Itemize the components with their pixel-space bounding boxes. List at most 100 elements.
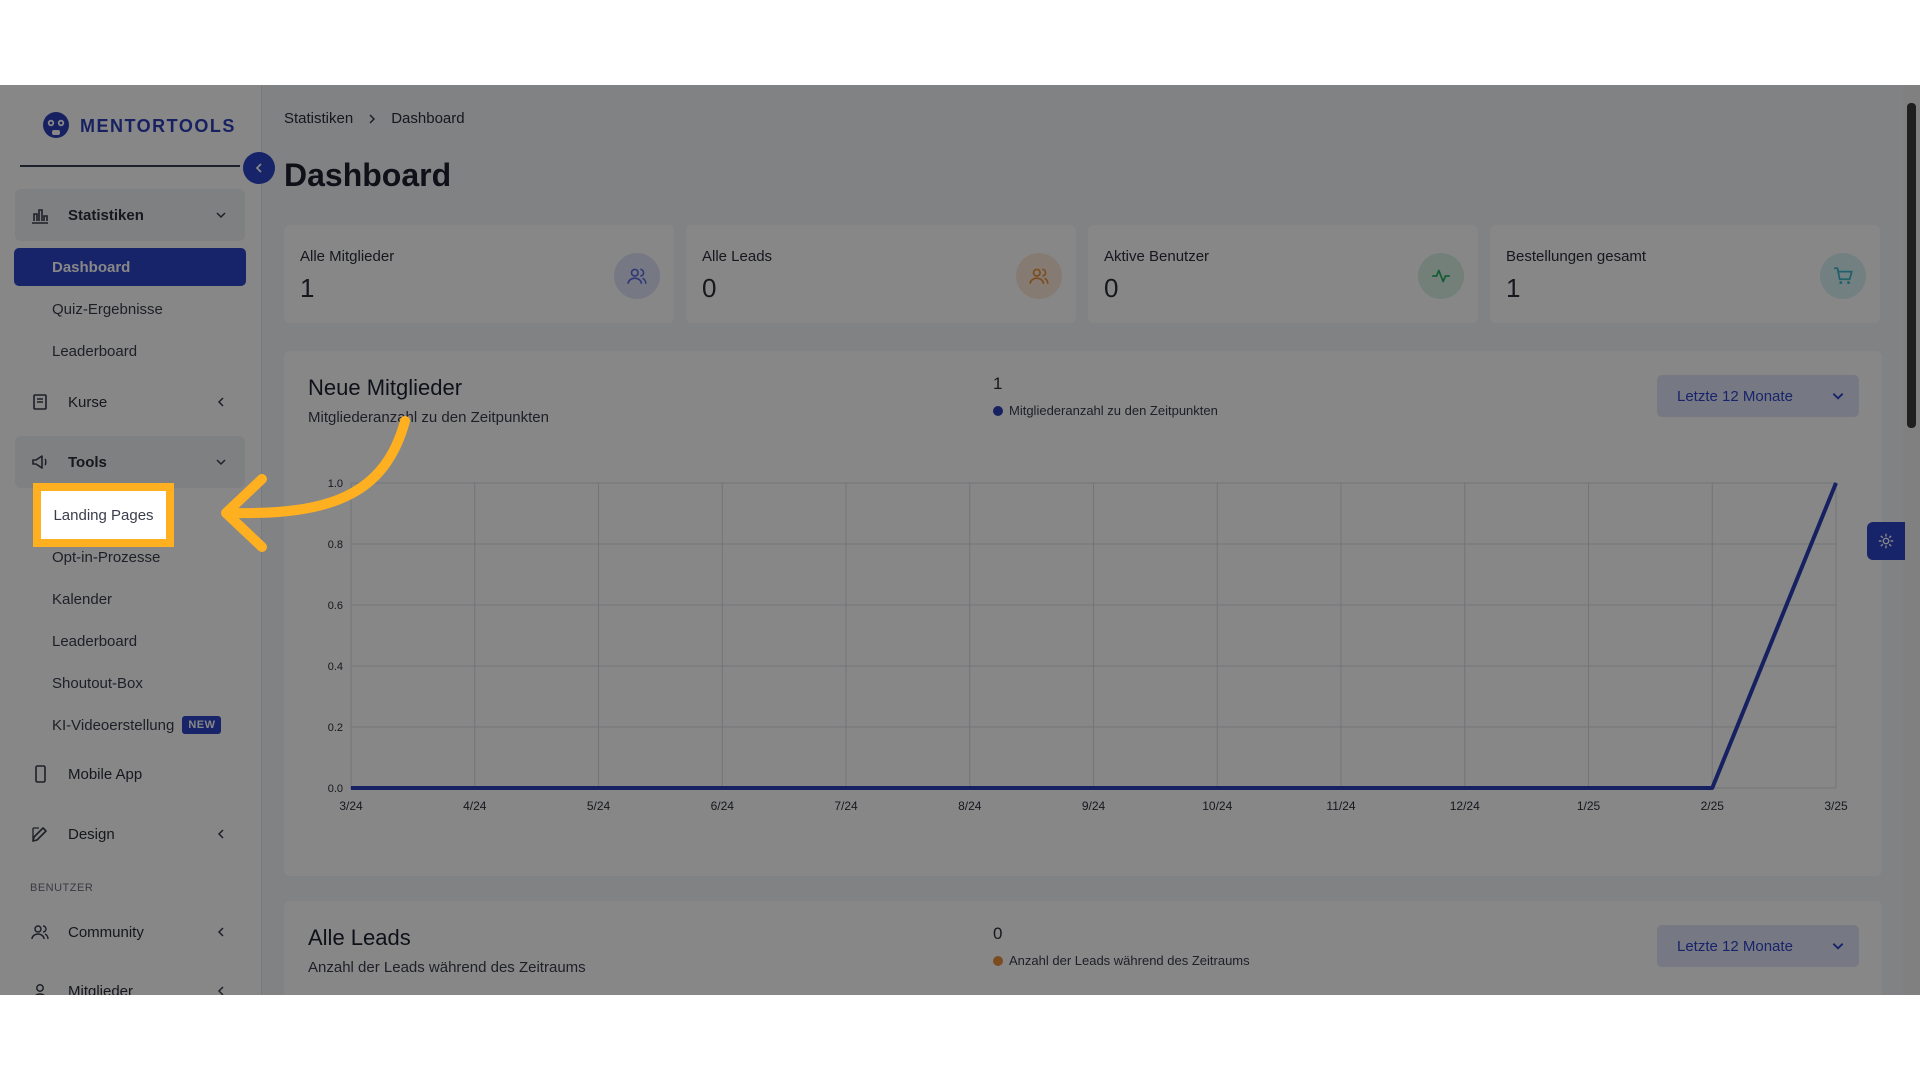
dropdown-value: Letzte 12 Monate xyxy=(1677,937,1793,955)
legend-dot xyxy=(993,405,1003,416)
data-point xyxy=(1464,787,1466,789)
sidebar-item-leaderboard[interactable]: Leaderboard xyxy=(52,342,138,360)
stat-value: 1 xyxy=(1506,273,1521,303)
y-tick-label: 0.6 xyxy=(328,600,343,612)
chevron-down-icon xyxy=(1832,393,1844,400)
sidebar-item-leaderboard-tools[interactable]: Leaderboard xyxy=(52,632,138,650)
smartphone-icon xyxy=(35,765,46,783)
legend-label: Mitgliederanzahl zu den Zeitpunkten xyxy=(1009,403,1218,418)
megaphone-icon xyxy=(32,455,47,469)
stat-value: 0 xyxy=(702,273,717,303)
breadcrumb-statistiken[interactable]: Statistiken xyxy=(284,110,354,127)
mentortools-logo-icon xyxy=(43,112,69,138)
period-dropdown[interactable]: Letzte 12 Monate xyxy=(1657,925,1859,967)
data-point xyxy=(1093,787,1094,789)
new-badge: NEW xyxy=(182,716,222,734)
x-tick-label: 6/24 xyxy=(711,799,735,813)
highlight-landing-pages[interactable]: Landing Pages xyxy=(33,483,174,547)
data-point xyxy=(1216,787,1218,789)
breadcrumb: Statistiken Dashboard xyxy=(284,110,465,127)
x-tick-label: 2/25 xyxy=(1701,799,1725,813)
chevron-down-icon xyxy=(216,459,226,466)
x-tick-label: 1/25 xyxy=(1577,799,1601,813)
period-dropdown[interactable]: Letzte 12 Monate xyxy=(1657,375,1859,417)
data-point xyxy=(969,787,971,789)
legend-label: Anzahl der Leads während des Zeitraums xyxy=(1009,953,1250,968)
data-point xyxy=(721,787,723,789)
nav-group-label: Statistiken xyxy=(68,206,144,224)
chevron-down-icon xyxy=(216,212,226,219)
data-point xyxy=(1835,482,1837,484)
stat-value: 0 xyxy=(1104,273,1119,303)
cart-icon xyxy=(1820,253,1866,299)
y-tick-label: 0.8 xyxy=(328,539,343,551)
nav-group-design[interactable]: Design xyxy=(15,808,245,860)
app-frame: MENTORTOOLS Statistiken Dashboard Quiz-E… xyxy=(0,85,1920,995)
sidebar-item-shoutout-box[interactable]: Shoutout-Box xyxy=(52,674,143,692)
activity-icon xyxy=(1418,253,1464,299)
x-tick-label: 8/24 xyxy=(958,799,982,813)
panel-subtitle: Mitgliederanzahl zu den Zeitpunkten xyxy=(308,409,549,426)
legend-dot xyxy=(993,955,1003,966)
chevron-left-icon xyxy=(217,829,224,839)
panel-subtitle: Anzahl der Leads während des Zeitraums xyxy=(308,959,586,976)
data-point xyxy=(1588,787,1589,789)
x-tick-label: 4/24 xyxy=(463,799,487,813)
settings-button[interactable] xyxy=(1867,522,1905,560)
stat-title: Alle Leads xyxy=(702,248,773,265)
x-tick-label: 10/24 xyxy=(1202,799,1232,813)
bar-chart-icon xyxy=(32,209,48,224)
gear-icon xyxy=(1878,533,1894,549)
scrollbar-thumb[interactable] xyxy=(1907,103,1916,428)
chart-legend: Anzahl der Leads während des Zeitraums xyxy=(993,953,1250,968)
sidebar: MENTORTOOLS Statistiken Dashboard Quiz-E… xyxy=(0,85,262,995)
data-point xyxy=(1711,787,1713,789)
sidebar-collapse-button[interactable] xyxy=(243,152,275,184)
panel-title: Neue Mitglieder xyxy=(308,375,463,400)
stat-title: Alle Mitglieder xyxy=(300,248,395,265)
main-content: Statistiken Dashboard Dashboard Alle Mit… xyxy=(263,85,1903,995)
sidebar-item-quiz-ergebnisse[interactable]: Quiz-Ergebnisse xyxy=(52,300,163,318)
section-label-benutzer: BENUTZER xyxy=(30,882,94,894)
nav-group-mobile-app[interactable]: Mobile App xyxy=(15,748,245,800)
edit-icon xyxy=(32,827,47,842)
nav-group-tools[interactable]: Tools xyxy=(15,436,245,488)
logo[interactable]: MENTORTOOLS xyxy=(40,110,236,142)
data-point xyxy=(845,787,847,789)
panel-total: 0 xyxy=(993,924,1003,943)
users-icon xyxy=(31,925,49,940)
sidebar-item-label: KI-Videoerstellung xyxy=(52,716,175,734)
nav-group-kurse[interactable]: Kurse xyxy=(15,376,245,428)
chevron-left-icon xyxy=(217,397,224,407)
x-tick-label: 12/24 xyxy=(1450,799,1480,813)
nav-group-label: Design xyxy=(68,825,115,843)
sidebar-item-opt-in-prozesse[interactable]: Opt-in-Prozesse xyxy=(52,548,161,566)
sidebar-item-dashboard[interactable]: Dashboard xyxy=(14,248,246,286)
users-icon xyxy=(614,253,660,299)
sidebar-item-ki-videoerstellung[interactable]: KI-Videoerstellung NEW xyxy=(14,706,246,744)
breadcrumb-dashboard: Dashboard xyxy=(391,110,465,127)
sidebar-item-kalender[interactable]: Kalender xyxy=(52,590,113,608)
data-point xyxy=(474,787,476,789)
tutorial-arrow-icon xyxy=(221,416,410,552)
panel-alle-leads: Alle Leads Anzahl der Leads während des … xyxy=(284,901,1882,995)
members-line-chart: 0.0 0.2 0.4 0.6 0.8 1.0 3/24 4/24 5/24 6/24 7/24 8/… xyxy=(328,478,1848,813)
x-tick-label: 3/24 xyxy=(339,799,363,813)
nav-group-statistiken[interactable]: Statistiken xyxy=(15,189,245,241)
data-point xyxy=(350,787,352,789)
nav-group-community[interactable]: Community xyxy=(15,906,245,958)
stat-card-alle-mitglieder: Alle Mitglieder 1 xyxy=(284,225,674,323)
vertical-scrollbar[interactable] xyxy=(1903,85,1920,995)
y-tick-label: 0.2 xyxy=(328,722,343,734)
page-title: Dashboard xyxy=(284,157,452,193)
y-tick-label: 1.0 xyxy=(328,478,343,490)
nav-group-label: Mobile App xyxy=(68,765,143,783)
stat-title: Bestellungen gesamt xyxy=(1506,248,1647,265)
nav-group-mitglieder[interactable]: Mitglieder xyxy=(15,965,245,995)
nav-group-label: Mitglieder xyxy=(68,982,134,996)
stat-title: Aktive Benutzer xyxy=(1104,248,1210,265)
users-icon xyxy=(1016,253,1062,299)
dropdown-value: Letzte 12 Monate xyxy=(1677,387,1793,405)
panel-total: 1 xyxy=(993,374,1003,393)
nav-group-label: Community xyxy=(68,923,144,941)
